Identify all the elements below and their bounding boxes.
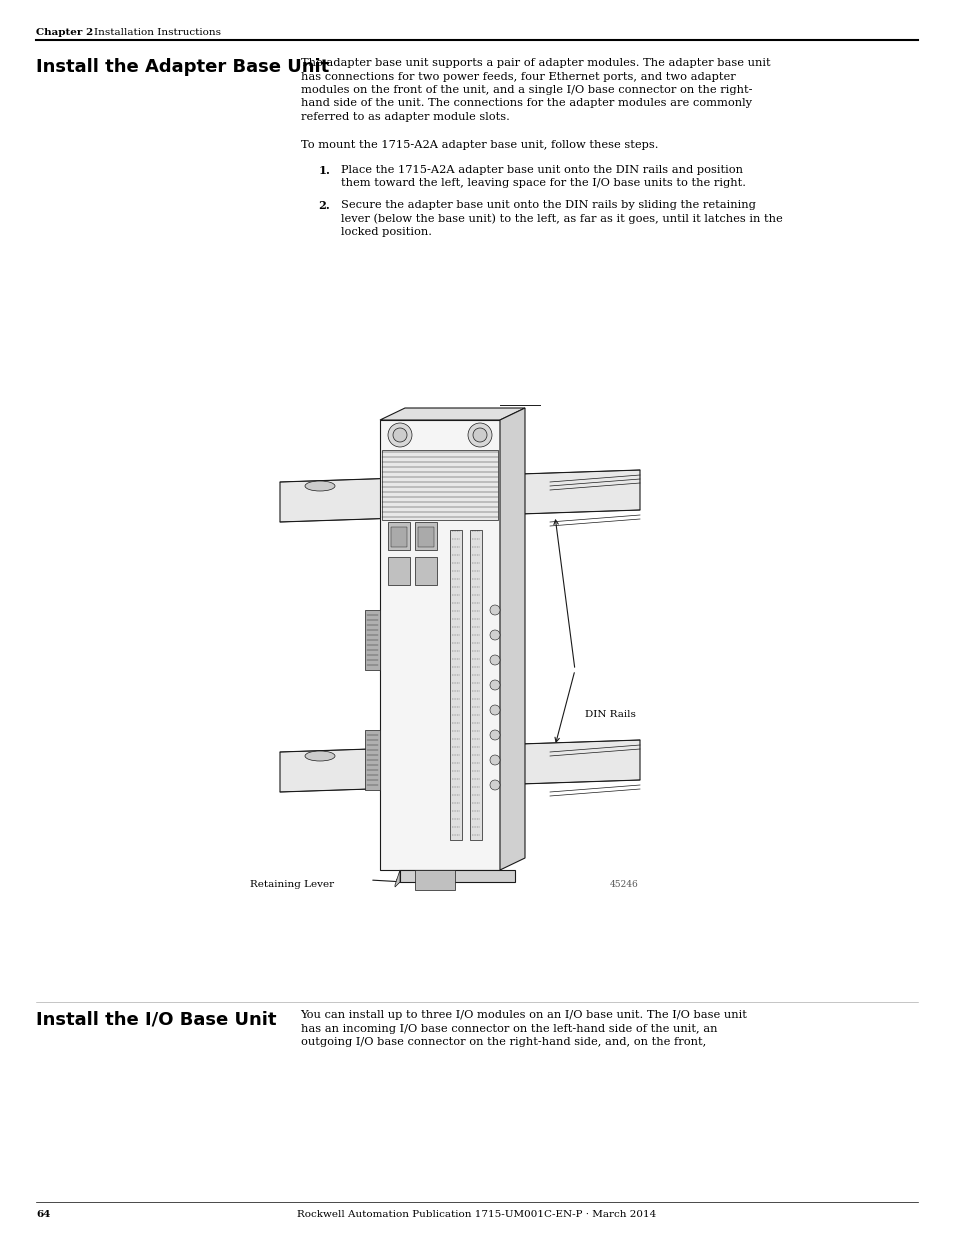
Text: Retaining Lever: Retaining Lever — [250, 881, 334, 889]
Circle shape — [473, 429, 486, 442]
Text: modules on the front of the unit, and a single I/O base connector on the right-: modules on the front of the unit, and a … — [300, 85, 751, 95]
Text: Install the Adapter Base Unit: Install the Adapter Base Unit — [36, 58, 329, 77]
Polygon shape — [399, 869, 515, 882]
Polygon shape — [379, 420, 499, 869]
Text: them toward the left, leaving space for the I/O base units to the right.: them toward the left, leaving space for … — [340, 179, 744, 189]
Polygon shape — [381, 450, 497, 520]
Text: locked position.: locked position. — [340, 227, 431, 237]
Text: lever (below the base unit) to the left, as far as it goes, until it latches in : lever (below the base unit) to the left,… — [340, 214, 781, 224]
Text: 1.: 1. — [318, 165, 330, 177]
Circle shape — [490, 680, 499, 690]
Text: Secure the adapter base unit onto the DIN rails by sliding the retaining: Secure the adapter base unit onto the DI… — [340, 200, 755, 210]
Polygon shape — [391, 527, 407, 547]
Circle shape — [468, 424, 492, 447]
Polygon shape — [388, 557, 410, 585]
Text: To mount the 1715-A2A adapter base unit, follow these steps.: To mount the 1715-A2A adapter base unit,… — [300, 140, 658, 149]
Polygon shape — [388, 522, 410, 550]
Polygon shape — [379, 408, 524, 420]
Ellipse shape — [464, 480, 495, 492]
Text: outgoing I/O base connector on the right-hand side, and, on the front,: outgoing I/O base connector on the right… — [300, 1037, 705, 1047]
Text: DIN Rails: DIN Rails — [584, 710, 636, 719]
Polygon shape — [280, 471, 639, 522]
Circle shape — [490, 630, 499, 640]
Text: Place the 1715-A2A adapter base unit onto the DIN rails and position: Place the 1715-A2A adapter base unit ont… — [340, 165, 741, 175]
Ellipse shape — [305, 751, 335, 761]
Circle shape — [490, 781, 499, 790]
Ellipse shape — [385, 751, 415, 761]
Circle shape — [490, 655, 499, 664]
Circle shape — [490, 605, 499, 615]
Polygon shape — [415, 869, 455, 890]
Polygon shape — [395, 869, 399, 887]
Text: has an incoming I/O base connector on the left-hand side of the unit, an: has an incoming I/O base connector on th… — [300, 1024, 717, 1034]
Text: You can install up to three I/O modules on an I/O base unit. The I/O base unit: You can install up to three I/O modules … — [300, 1010, 746, 1020]
Ellipse shape — [385, 480, 415, 492]
Polygon shape — [365, 610, 379, 671]
Text: 45246: 45246 — [609, 881, 639, 889]
Polygon shape — [470, 530, 481, 840]
Circle shape — [490, 755, 499, 764]
Polygon shape — [415, 522, 436, 550]
Text: 2.: 2. — [318, 200, 330, 211]
Circle shape — [490, 730, 499, 740]
Polygon shape — [415, 557, 436, 585]
Text: has connections for two power feeds, four Ethernet ports, and two adapter: has connections for two power feeds, fou… — [300, 72, 735, 82]
Text: Adapter Base Unit: Adapter Base Unit — [391, 417, 488, 427]
Polygon shape — [450, 530, 461, 840]
Text: Chapter 2: Chapter 2 — [36, 28, 93, 37]
Circle shape — [490, 705, 499, 715]
Text: Install the I/O Base Unit: Install the I/O Base Unit — [36, 1010, 276, 1028]
Ellipse shape — [305, 480, 335, 492]
Text: hand side of the unit. The connections for the adapter modules are commonly: hand side of the unit. The connections f… — [300, 99, 751, 109]
Text: Rockwell Automation Publication 1715-UM001C-EN-P · March 2014: Rockwell Automation Publication 1715-UM0… — [297, 1210, 656, 1219]
Polygon shape — [417, 527, 434, 547]
Polygon shape — [280, 740, 639, 792]
Circle shape — [388, 424, 412, 447]
Text: Installation Instructions: Installation Instructions — [94, 28, 221, 37]
Text: The adapter base unit supports a pair of adapter modules. The adapter base unit: The adapter base unit supports a pair of… — [300, 58, 769, 68]
Circle shape — [393, 429, 407, 442]
Text: 64: 64 — [36, 1210, 51, 1219]
Text: referred to as adapter module slots.: referred to as adapter module slots. — [300, 112, 509, 122]
Polygon shape — [365, 730, 379, 790]
Polygon shape — [499, 408, 524, 869]
Ellipse shape — [464, 751, 495, 761]
